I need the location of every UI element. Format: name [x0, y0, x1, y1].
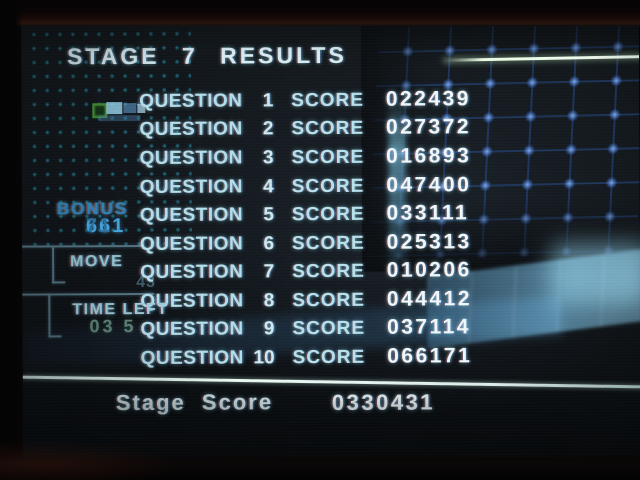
question-number: 3 [262, 147, 274, 169]
score-label: SCORE [292, 260, 365, 283]
question-label: QUESTION [140, 347, 244, 369]
question-row: QUESTION 5 SCORE 033111 [140, 201, 469, 227]
question-number: 1 [262, 90, 274, 112]
question-label: QUESTION [139, 90, 243, 113]
time-left-label: TIME LEFT [72, 300, 169, 319]
glitch-block [106, 102, 123, 115]
score-label: SCORE [291, 203, 365, 226]
bonus-label: BONUS [56, 199, 129, 219]
score-label: SCORE [291, 89, 364, 112]
bezel-left [0, 0, 23, 480]
score-value: 010206 [386, 258, 472, 282]
score-label: SCORE [291, 146, 365, 169]
glow-blob [550, 242, 640, 305]
question-number: 4 [263, 176, 274, 198]
move-label: MOVE [70, 253, 124, 271]
question-row: QUESTION 1 SCORE 022439 [139, 87, 471, 113]
question-label: QUESTION [139, 233, 244, 255]
move-bracket-line [52, 281, 66, 284]
score-label: SCORE [291, 232, 365, 255]
question-number: 8 [263, 290, 275, 312]
score-label: SCORE [291, 175, 365, 198]
score-value: 022439 [385, 87, 471, 111]
question-row: QUESTION 6 SCORE 025313 [140, 230, 472, 256]
game-screen: STAGE 7 RESULTS QUESTION 1 SCORE 022439 … [20, 20, 640, 460]
question-row: QUESTION 9 SCORE 037114 [140, 315, 471, 341]
score-value: 027372 [385, 115, 472, 139]
question-row: QUESTION 2 SCORE 027372 [139, 115, 471, 141]
light-leak [0, 440, 180, 480]
question-number: 9 [263, 318, 275, 340]
score-value: 044412 [386, 287, 473, 311]
question-label: QUESTION [139, 118, 243, 141]
question-number: 6 [263, 233, 275, 255]
score-value: 033111 [386, 201, 470, 225]
page-title: STAGE 7 RESULTS [66, 41, 347, 70]
separator-line [22, 375, 640, 388]
stage-score-label: Stage Score [115, 389, 274, 416]
question-number: 2 [262, 118, 274, 140]
question-label: QUESTION [139, 204, 244, 227]
stage-score-value: 0330431 [331, 389, 436, 415]
question-row: QUESTION 4 SCORE 047400 [140, 173, 472, 199]
bezel-top [0, 0, 640, 26]
score-label: SCORE [292, 317, 366, 340]
score-value: 016893 [386, 144, 472, 168]
time-left-bracket-line [20, 292, 155, 296]
question-number: 10 [253, 347, 275, 369]
question-number: 7 [263, 261, 275, 283]
score-label: SCORE [291, 117, 365, 140]
move-bracket-line [52, 245, 55, 284]
score-label: SCORE [292, 289, 365, 312]
score-label: SCORE [292, 346, 366, 369]
question-row: QUESTION 7 SCORE 010206 [140, 258, 472, 284]
time-left-bracket-line [48, 293, 51, 338]
question-label: QUESTION [140, 261, 244, 283]
score-value: 025313 [386, 230, 472, 254]
question-row: QUESTION 3 SCORE 016893 [140, 144, 472, 170]
question-row: QUESTION 10 SCORE 066171 [141, 344, 473, 370]
time-left-bracket-line [48, 335, 62, 338]
question-label: QUESTION [140, 318, 244, 340]
score-value: 066171 [387, 344, 473, 368]
question-label: QUESTION [139, 176, 244, 199]
score-value: 047400 [386, 173, 472, 197]
question-number: 5 [263, 204, 274, 226]
question-label: QUESTION [139, 147, 243, 170]
move-bracket-line [20, 244, 145, 248]
glitch-block [123, 103, 137, 114]
glitch-block [98, 114, 141, 122]
question-row: QUESTION 8 SCORE 044412 [140, 287, 472, 313]
score-value: 037114 [386, 315, 472, 339]
